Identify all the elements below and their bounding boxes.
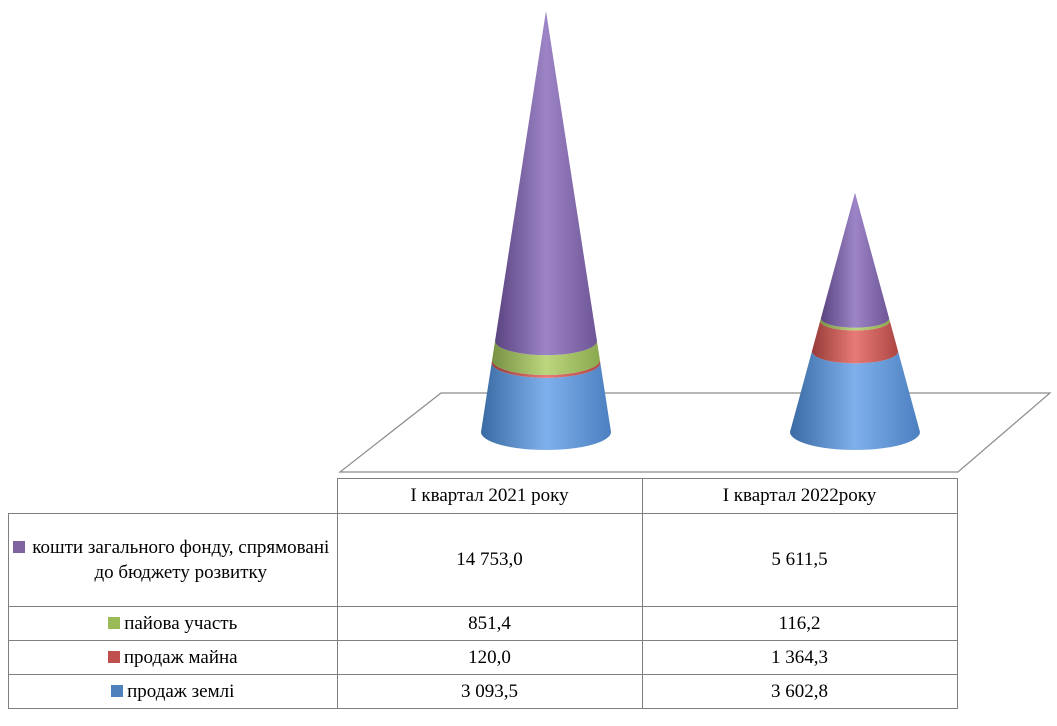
series-name-3: продаж землі [127, 680, 235, 702]
table-row: пайова участь 851,4 116,2 [8, 606, 958, 641]
value-cell: 3 602,8 [641, 674, 958, 709]
value-cell: 1 364,3 [641, 640, 958, 675]
series-name-2: продаж майна [123, 646, 238, 668]
table-row: кошти загального фонду, спрямовані до бю… [8, 513, 958, 607]
table-row: продаж землі 3 093,5 3 602,8 [8, 674, 958, 709]
cone-segment-0-3 [481, 362, 611, 450]
value-cell: 116,2 [641, 606, 958, 641]
legend-swatch-0 [13, 541, 25, 553]
table-row: продаж майна 120,0 1 364,3 [8, 640, 958, 675]
table-corner [8, 478, 338, 514]
value-cell: 3 093,5 [336, 674, 643, 709]
value-cell: 5 611,5 [641, 513, 958, 607]
legend-swatch-1 [108, 616, 121, 629]
series-name-1: пайова участь [124, 612, 238, 634]
cone-segment-1-2 [811, 320, 899, 364]
category-header-0: І квартал 2021 року [336, 478, 643, 514]
cone-segment-1-1 [820, 318, 890, 331]
data-table: І квартал 2021 року І квартал 2022року к… [8, 478, 958, 709]
cone-segment-0-1 [492, 341, 600, 376]
cones [481, 11, 920, 450]
cone-segment-1-0 [820, 192, 890, 328]
legend-swatch-3 [111, 684, 124, 697]
series-name-0: кошти загального фонду, спрямовані до бю… [32, 537, 330, 583]
series-label-2: продаж майна [8, 640, 338, 675]
cone-segment-1-3 [790, 351, 920, 450]
floor-plane [338, 392, 1052, 473]
category-header-1: І квартал 2022року [641, 478, 958, 514]
series-label-0: кошти загального фонду, спрямовані до бю… [8, 513, 338, 607]
value-cell: 851,4 [336, 606, 643, 641]
value-cell: 14 753,0 [336, 513, 643, 607]
legend-swatch-2 [107, 650, 120, 663]
header-row: І квартал 2021 року І квартал 2022року [8, 478, 958, 514]
value-cell: 120,0 [336, 640, 643, 675]
cone-segment-0-2 [491, 360, 601, 378]
cone-segment-0-0 [495, 11, 597, 356]
series-label-1: пайова участь [8, 606, 338, 641]
series-label-3: продаж землі [8, 674, 338, 709]
